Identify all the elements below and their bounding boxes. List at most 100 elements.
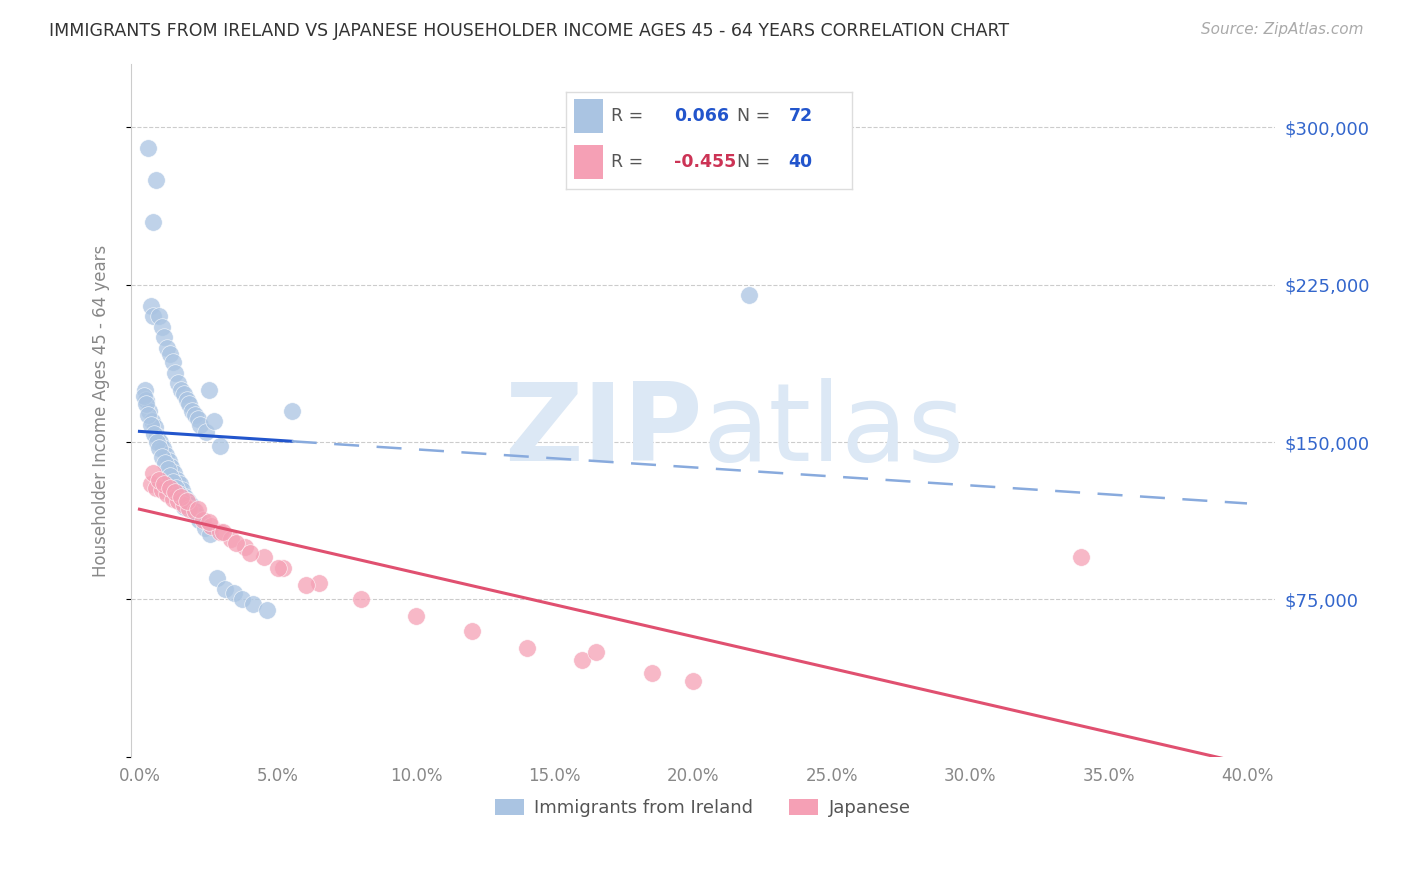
Point: [179, 502, 201, 516]
Point: [166, 473, 188, 487]
Point: [170, 490, 193, 504]
Point: [134, 383, 156, 397]
Point: [231, 592, 253, 607]
Point: [162, 475, 184, 489]
Point: [181, 403, 204, 417]
Point: [737, 288, 759, 302]
Point: [138, 403, 160, 417]
Point: [150, 483, 173, 498]
Point: [211, 525, 233, 540]
Point: [139, 418, 162, 433]
Point: [163, 467, 186, 481]
Text: IMMIGRANTS FROM IRELAND VS JAPANESE HOUSEHOLDER INCOME AGES 45 - 64 YEARS CORREL: IMMIGRANTS FROM IRELAND VS JAPANESE HOUS…: [49, 22, 1010, 40]
Point: [242, 597, 264, 611]
Point: [188, 513, 211, 527]
Point: [159, 468, 181, 483]
Point: [135, 392, 157, 407]
Point: [233, 540, 256, 554]
Point: [139, 299, 162, 313]
Point: [170, 383, 193, 397]
Point: [174, 490, 197, 504]
Point: [190, 418, 212, 433]
Point: [198, 527, 221, 541]
Point: [142, 309, 165, 323]
Point: [281, 403, 304, 417]
Text: atlas: atlas: [703, 378, 965, 484]
Point: [167, 493, 190, 508]
Point: [184, 504, 207, 518]
Point: [136, 408, 159, 422]
Point: [184, 408, 207, 422]
Point: [142, 214, 165, 228]
Point: [132, 389, 155, 403]
Point: [461, 624, 484, 638]
Point: [153, 330, 176, 344]
Point: [141, 414, 163, 428]
Point: [142, 467, 165, 481]
Legend: Immigrants from Ireland, Japanese: Immigrants from Ireland, Japanese: [488, 791, 918, 824]
Point: [159, 347, 181, 361]
Point: [294, 578, 316, 592]
Point: [156, 487, 179, 501]
Point: [273, 561, 295, 575]
Point: [170, 493, 193, 508]
Point: [239, 546, 262, 560]
Point: [197, 515, 219, 529]
Point: [167, 376, 190, 391]
Point: [157, 454, 180, 468]
Point: [167, 487, 190, 501]
Point: [179, 397, 201, 411]
Point: [585, 645, 607, 659]
Point: [135, 397, 157, 411]
Point: [145, 172, 167, 186]
Point: [172, 483, 194, 498]
Point: [148, 473, 170, 487]
Point: [1070, 550, 1092, 565]
Point: [180, 498, 202, 512]
Point: [169, 477, 191, 491]
Point: [222, 586, 245, 600]
Point: [308, 575, 330, 590]
Point: [214, 582, 236, 596]
Point: [208, 439, 231, 453]
Point: [200, 519, 222, 533]
Point: [208, 525, 231, 540]
Point: [159, 481, 181, 495]
Point: [202, 414, 225, 428]
Point: [176, 493, 198, 508]
Point: [156, 341, 179, 355]
Point: [187, 412, 209, 426]
Point: [160, 460, 183, 475]
Point: [143, 420, 166, 434]
Point: [350, 592, 373, 607]
Point: [150, 319, 173, 334]
Point: [165, 481, 187, 495]
Point: [162, 355, 184, 369]
Point: [193, 521, 215, 535]
Text: Source: ZipAtlas.com: Source: ZipAtlas.com: [1201, 22, 1364, 37]
Point: [176, 392, 198, 407]
Point: [197, 383, 219, 397]
Text: ZIP: ZIP: [505, 378, 703, 484]
Point: [177, 493, 200, 508]
Point: [187, 502, 209, 516]
Point: [405, 609, 427, 624]
Point: [136, 141, 159, 155]
Point: [219, 532, 242, 546]
Point: [225, 536, 247, 550]
Point: [153, 456, 176, 470]
Point: [139, 477, 162, 491]
Point: [145, 435, 167, 450]
Point: [165, 366, 187, 380]
Point: [162, 491, 184, 506]
Point: [165, 485, 187, 500]
Point: [146, 428, 169, 442]
Point: [267, 561, 290, 575]
Point: [516, 640, 538, 655]
Point: [142, 426, 165, 441]
Point: [194, 425, 217, 439]
Point: [149, 435, 172, 450]
Point: [682, 674, 704, 689]
Point: [173, 498, 195, 512]
Point: [155, 448, 177, 462]
